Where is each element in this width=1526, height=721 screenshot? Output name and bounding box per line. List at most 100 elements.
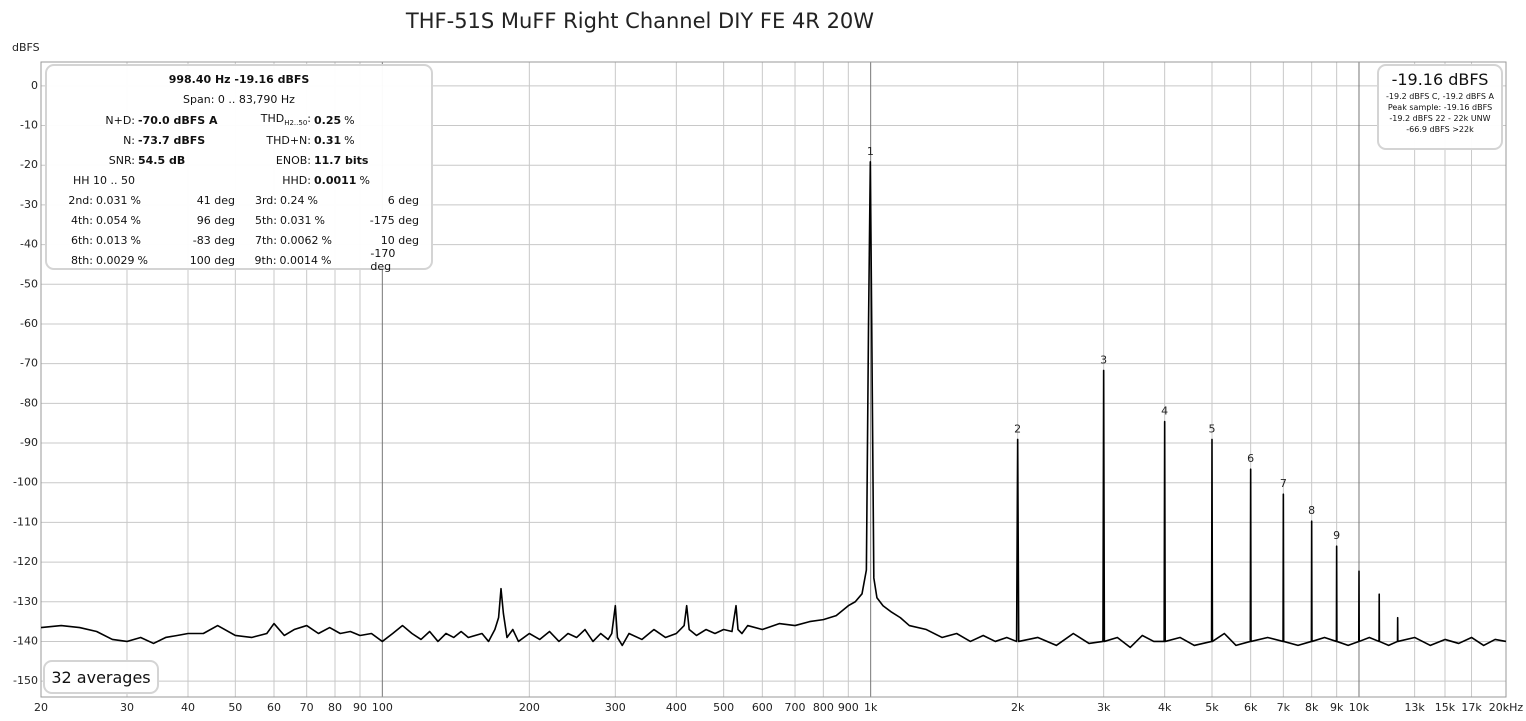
stat-label: SNR:	[55, 154, 138, 167]
plot-area	[40, 61, 1507, 698]
x-tick-label: 100	[372, 701, 393, 714]
averages-box: 32 averages	[43, 660, 159, 694]
y-tick-label: 0	[31, 79, 38, 92]
y-tick-label: -110	[13, 515, 38, 528]
info-row: N: -73.7 dBFS THD+N: 0.31%	[55, 130, 423, 150]
harmonic-unit: %	[137, 253, 148, 267]
stat: SNR: 54.5 dB	[55, 154, 231, 167]
x-tick-label: 6k	[1244, 701, 1258, 714]
stat-label: THDH2..50:	[231, 112, 314, 127]
harmonic-phase: 100 deg	[189, 253, 235, 267]
stat-label-end: :	[307, 112, 311, 126]
peak-label: 2	[1014, 422, 1021, 435]
stat-label: N:	[55, 134, 138, 147]
info-row: HH 10 .. 50 HHD: 0.0011%	[55, 170, 423, 190]
stat-value: 11.7 bits	[314, 153, 369, 167]
y-tick-label: -40	[20, 238, 38, 251]
harmonic-unit: %	[321, 253, 332, 267]
harmonic-unit: %	[130, 233, 141, 247]
x-tick-label: 30	[120, 701, 134, 714]
stat-label: HH 10 .. 50	[55, 174, 138, 187]
x-tick-label: 10k	[1349, 701, 1370, 714]
y-axis-label: dBFS	[12, 41, 40, 54]
x-tick-label: 60	[267, 701, 281, 714]
chart-title: THF-51S MuFF Right Channel DIY FE 4R 20W	[405, 9, 874, 33]
stat-label-text: SNR:	[108, 153, 135, 167]
x-tick-label: 400	[666, 701, 687, 714]
harmonic-unit: %	[321, 233, 332, 247]
stat-unit: %	[359, 173, 370, 187]
harmonic-value: 0.054	[96, 213, 128, 227]
harmonic-label: 3rd:	[254, 193, 277, 207]
x-tick-label: 8k	[1305, 701, 1319, 714]
harmonic-row: 6th: 0.013% -83 deg 7th: 0.0062% 10 deg	[55, 230, 423, 250]
harmonic: 7th: 0.0062% 10 deg	[239, 234, 423, 247]
y-tick-label: -10	[20, 119, 38, 132]
x-tick-label: 13k	[1404, 701, 1425, 714]
info-row: N+D: -70.0 dBFS A THDH2..50: 0.25%	[55, 110, 423, 130]
x-tick-label: 70	[300, 701, 314, 714]
peak-label: 5	[1208, 422, 1215, 435]
harmonic-phase: 96 deg	[196, 213, 235, 227]
x-tick-label: 4k	[1158, 701, 1172, 714]
harmonic-label: 5th:	[255, 213, 277, 227]
stat-label-sub: H2..50	[284, 119, 308, 128]
x-tick-label: 2k	[1011, 701, 1025, 714]
harmonic-unit: %	[130, 193, 141, 207]
y-tick-label: -20	[20, 158, 38, 171]
harmonic-row: 2nd: 0.031% 41 deg 3rd: 0.24% 6 deg	[55, 190, 423, 210]
y-tick-label: -30	[20, 198, 38, 211]
x-tick-label: 7k	[1277, 701, 1291, 714]
harmonic-label: 9th:	[254, 253, 277, 267]
peak-label: 4	[1161, 405, 1168, 418]
x-tick-label: 5k	[1205, 701, 1219, 714]
harmonic: 4th: 0.054% 96 deg	[55, 214, 239, 227]
y-tick-label: -130	[13, 595, 38, 608]
x-tick-label: 600	[752, 701, 773, 714]
harmonic-unit: %	[307, 193, 318, 207]
info-header: Span: 0 .. 83,790 Hz	[183, 93, 295, 106]
stat: N: -73.7 dBFS	[55, 134, 231, 147]
info-header: 998.40 Hz -19.16 dBFS	[168, 73, 310, 86]
harmonic: 9th: 0.0014% -170 deg	[239, 247, 423, 273]
y-tick-label: -140	[13, 634, 38, 647]
stat-value: 0.0011	[314, 173, 357, 187]
harmonic-value: 0.0062	[280, 233, 319, 247]
level-panel: -19.16 dBFS -19.2 dBFS C, -19.2 dBFS A Pea…	[1377, 64, 1503, 150]
peak-label: 6	[1247, 452, 1254, 465]
stat-label-text: THD+N:	[266, 133, 311, 147]
stat-unit: %	[344, 133, 355, 147]
x-tick-label: 200	[519, 701, 540, 714]
x-tick-label: 3k	[1097, 701, 1111, 714]
level-line: -66.9 dBFS >22k	[1406, 125, 1474, 134]
harmonic-value: 0.013	[96, 233, 128, 247]
x-tick-label: 1k	[864, 701, 878, 714]
y-tick-label: -90	[20, 436, 38, 449]
harmonic-label: 7th:	[255, 233, 277, 247]
info-panel: 998.40 Hz -19.16 dBFS Span: 0 .. 83,790 H…	[45, 64, 433, 273]
x-tick-label: 40	[181, 701, 195, 714]
x-tick-label: 800	[813, 701, 834, 714]
harmonic: 6th: 0.013% -83 deg	[55, 234, 239, 247]
harmonic: 2nd: 0.031% 41 deg	[55, 194, 239, 207]
peak-label: 7	[1280, 477, 1287, 490]
x-tick-label: 20kHz	[1489, 701, 1524, 714]
x-tick-label: 15k	[1435, 701, 1456, 714]
stat: THDH2..50: 0.25%	[231, 112, 421, 127]
harmonic-label: 2nd:	[68, 193, 93, 207]
y-tick-label: -60	[20, 317, 38, 330]
x-tick-label: 900	[838, 701, 859, 714]
x-tick-label: 90	[353, 701, 367, 714]
stat: ENOB: 11.7 bits	[231, 154, 421, 167]
harmonic-value: 0.0029	[96, 253, 135, 267]
spectrum-line	[40, 161, 1507, 649]
x-tick-label: 17k	[1461, 701, 1482, 714]
level-line: -19.2 dBFS 22 - 22k UNW	[1389, 114, 1491, 123]
stat-label: ENOB:	[231, 154, 314, 167]
x-tick-label: 300	[605, 701, 626, 714]
harmonic: 3rd: 0.24% 6 deg	[239, 194, 423, 207]
stat-value: 0.25	[314, 113, 342, 127]
harmonic-phase: -83 deg	[192, 233, 235, 247]
stat-value: -70.0 dBFS A	[138, 113, 218, 127]
